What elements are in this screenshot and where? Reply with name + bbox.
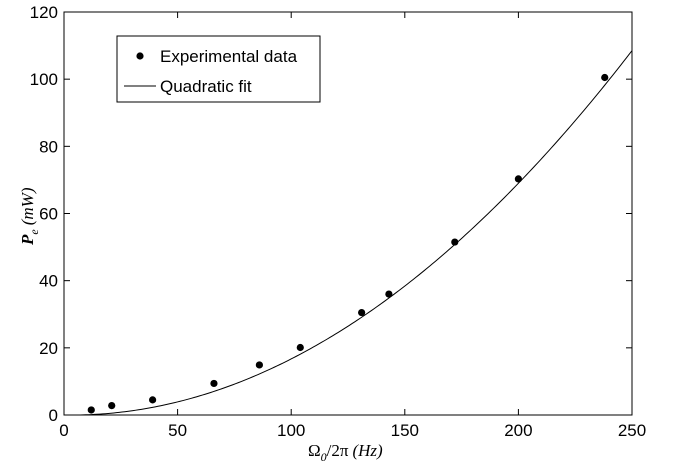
data-point	[358, 308, 366, 317]
x-axis-label-sub: 0	[321, 450, 327, 464]
y-tick-label: 60	[39, 205, 58, 224]
x-tick-label: 100	[277, 421, 305, 440]
x-axis-label: Ω0/2π (Hz)	[308, 441, 383, 464]
data-point	[210, 379, 218, 388]
y-tick-label: 100	[30, 70, 58, 89]
x-axis-label-units: (Hz)	[352, 441, 383, 460]
ticks	[63, 11, 633, 416]
legend-label-experimental: Experimental data	[160, 47, 298, 66]
x-tick-label: 250	[618, 421, 646, 440]
x-axis-label-rest: /2π	[327, 441, 349, 460]
x-tick-label: 200	[504, 421, 532, 440]
data-point	[87, 406, 95, 414]
legend-box	[116, 35, 321, 103]
legend-marker-experimental	[136, 52, 144, 60]
x-axis-label-omega: Ω	[308, 441, 321, 460]
data-point	[149, 396, 157, 404]
y-axis-label-p: P	[18, 234, 37, 246]
legend: Experimental data Quadratic fit	[116, 35, 321, 103]
y-tick-label: 0	[49, 406, 58, 425]
y-axis-label: Pe (mW)	[18, 187, 41, 246]
x-tick-label: 150	[391, 421, 419, 440]
experimental-data-points	[87, 73, 609, 414]
data-point	[296, 343, 304, 352]
x-tick-label: 0	[59, 421, 68, 440]
data-point	[255, 361, 263, 369]
y-axis-label-sub: e	[27, 229, 41, 235]
data-point	[385, 290, 393, 298]
legend-label-fit: Quadratic fit	[160, 77, 252, 96]
data-point	[514, 175, 523, 183]
tick-labels: 0 50 100 150 200 250 0 20 40 60 80 100 120	[30, 3, 647, 440]
data-point	[601, 73, 609, 82]
data-point	[451, 238, 459, 246]
y-axis-label-units: (mW)	[18, 187, 37, 225]
x-tick-label: 50	[168, 421, 187, 440]
y-tick-label: 120	[30, 3, 58, 22]
y-tick-label: 20	[39, 339, 58, 358]
quadratic-fit-line	[77, 50, 633, 416]
y-tick-label: 40	[39, 272, 58, 291]
y-tick-label: 80	[39, 137, 58, 156]
data-point	[108, 401, 116, 410]
